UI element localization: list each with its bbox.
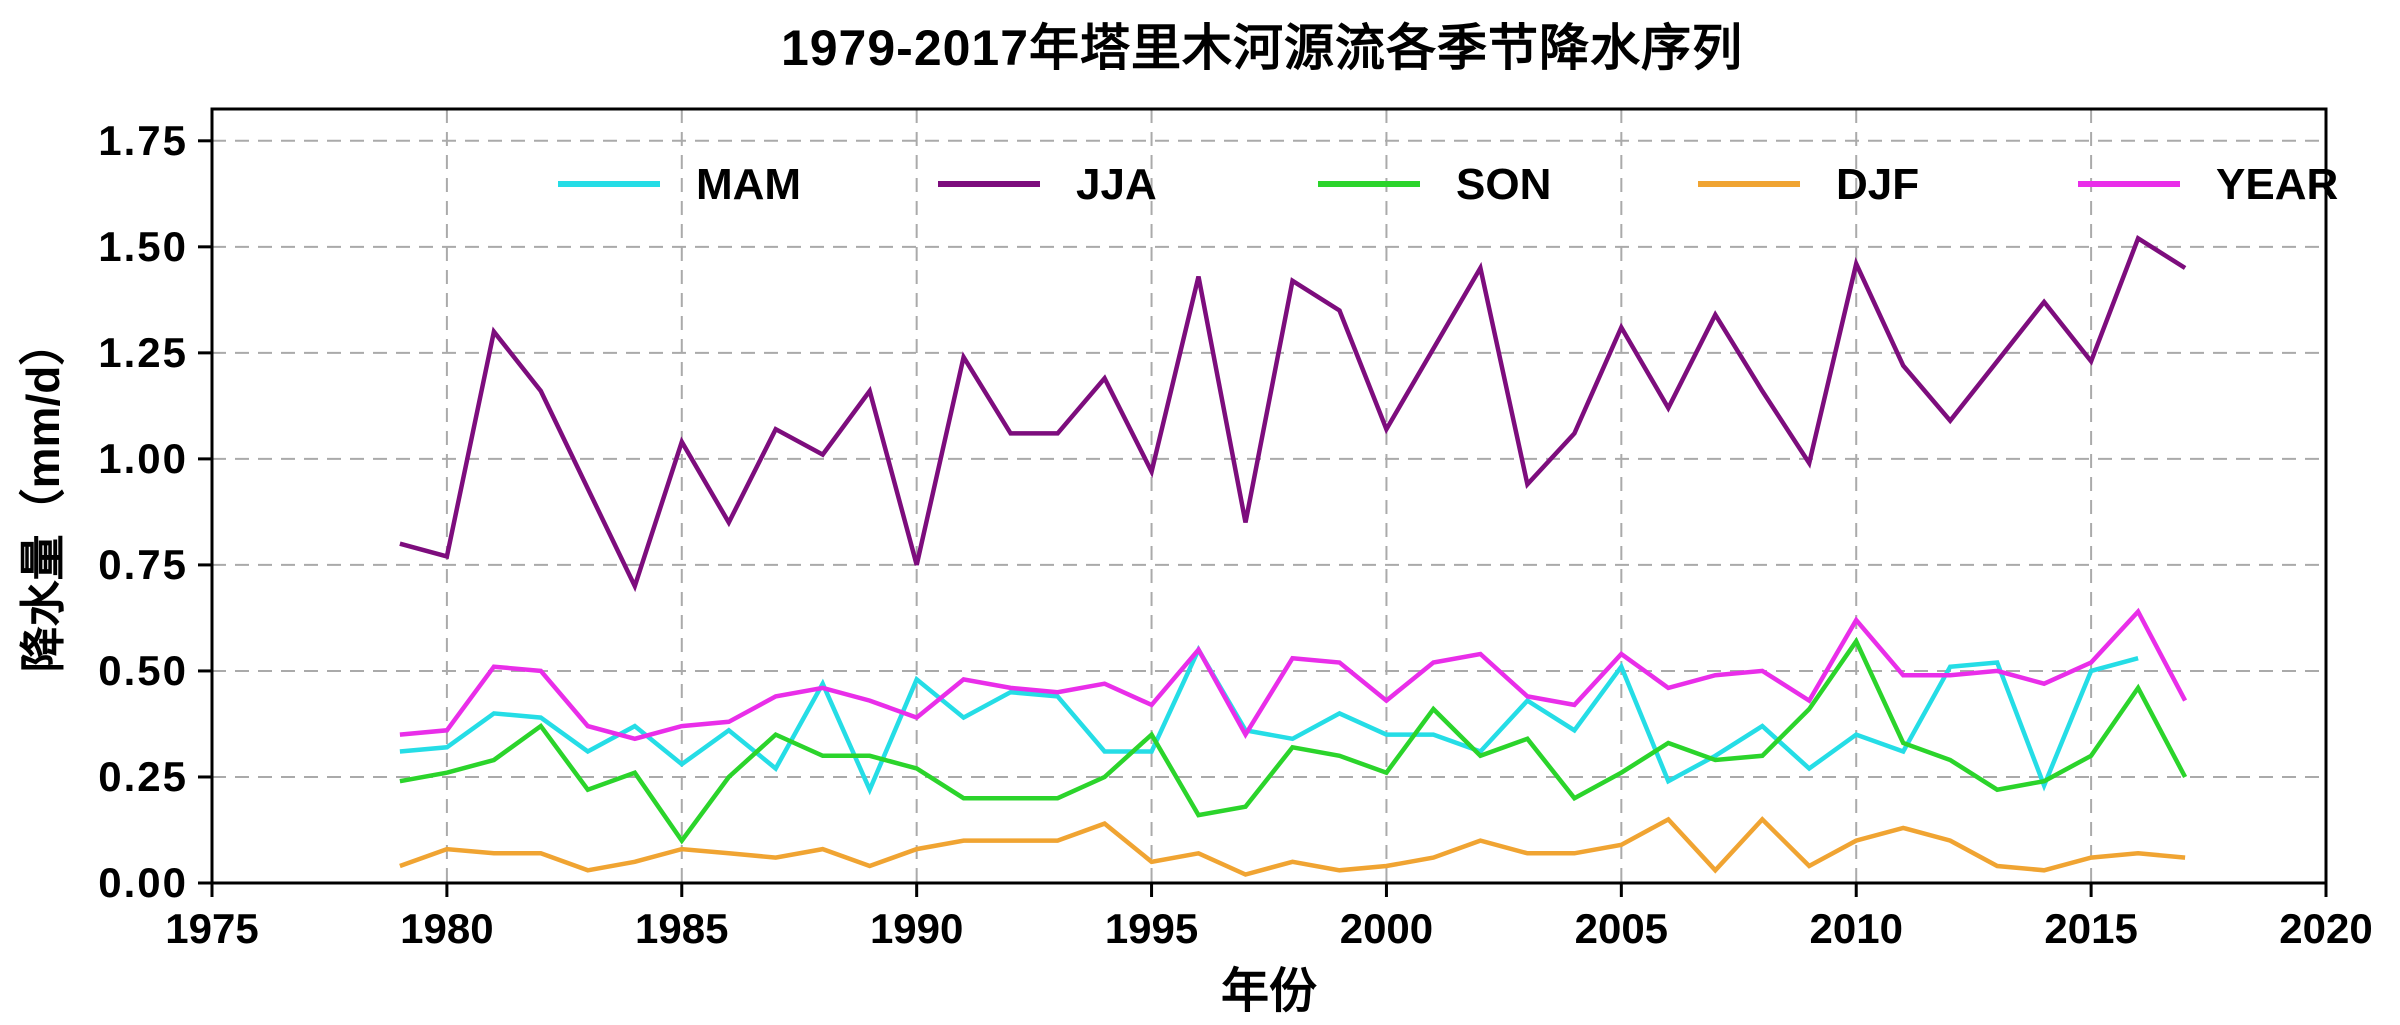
series-line-YEAR (399, 607, 2188, 742)
chart-title: 1979-2017年塔里木河源流各季节降水序列 (780, 20, 1744, 76)
x-tick-label: 2015 (2044, 905, 2137, 952)
y-tick-label: 1.25 (98, 329, 188, 376)
series-line-JJA (399, 235, 2187, 593)
y-tick-label: 0.75 (98, 541, 188, 588)
legend-label-YEAR: YEAR (2216, 160, 2338, 209)
x-tick-label: 2000 (1340, 905, 1433, 952)
x-tick-label: 1985 (635, 905, 728, 952)
x-tick-label: 1990 (870, 905, 963, 952)
x-tick-label: 1975 (165, 905, 258, 952)
series-line-SON (399, 636, 2188, 845)
plot-border (210, 107, 2328, 885)
series-line-MAM (399, 644, 2139, 796)
legend-label-JJA: JJA (1076, 160, 1157, 209)
y-tick-label: 1.00 (98, 435, 188, 482)
x-axis-label: 年份 (1220, 965, 1318, 1018)
x-tick-label: 2005 (1575, 905, 1668, 952)
y-axis-label: 降水量（mm/d） (17, 319, 69, 673)
y-tick-label: 1.75 (98, 117, 188, 164)
y-tick-label: 1.50 (98, 223, 188, 270)
x-tick-label: 1995 (1105, 905, 1198, 952)
y-tick-label: 0.00 (98, 859, 188, 906)
legend-label-SON: SON (1456, 160, 1551, 209)
x-tick-label: 2020 (2279, 905, 2372, 952)
legend-label-DJF: DJF (1836, 160, 1919, 209)
legend-label-MAM: MAM (696, 160, 801, 209)
y-tick-label: 0.50 (98, 647, 188, 694)
y-tick-label: 0.25 (98, 753, 188, 800)
x-tick-label: 2010 (1810, 905, 1903, 952)
x-tick-label: 1980 (400, 905, 493, 952)
series-line-DJF (399, 816, 2186, 877)
